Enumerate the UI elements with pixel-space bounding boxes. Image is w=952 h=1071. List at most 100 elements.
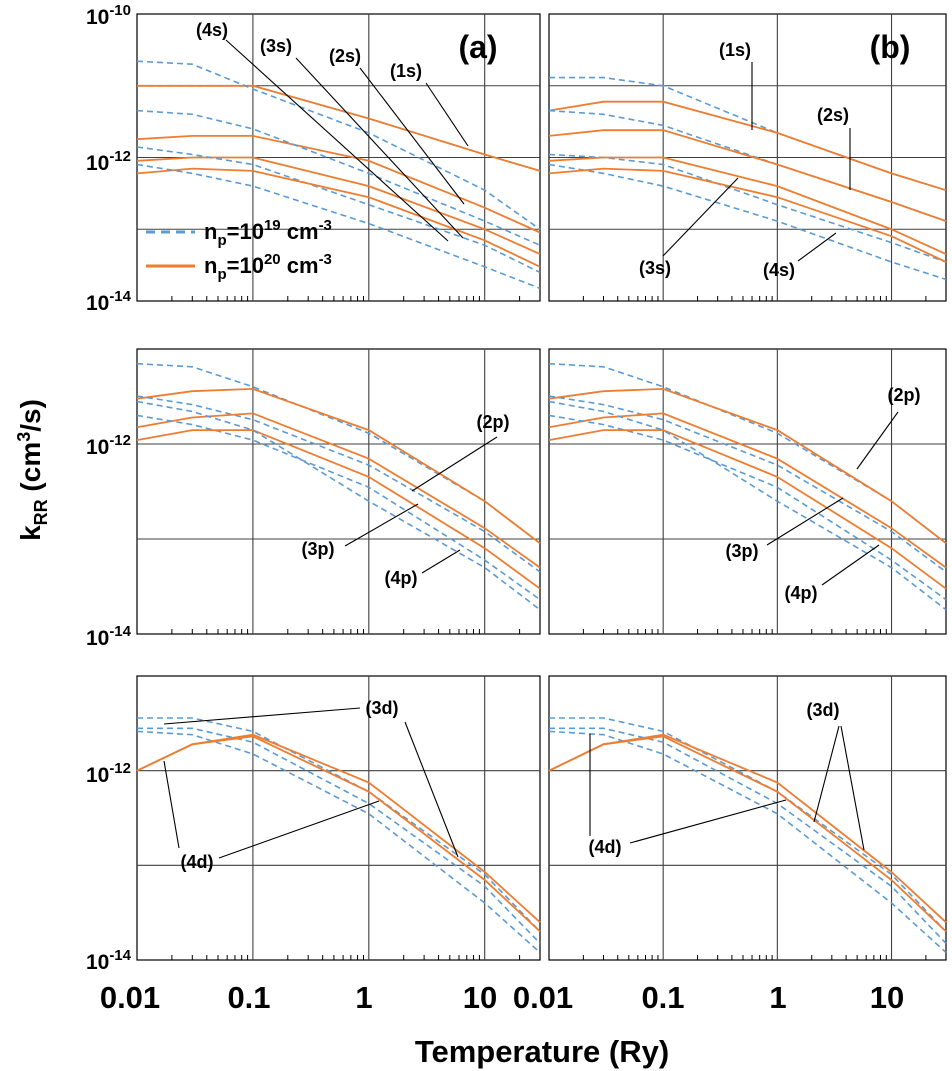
x-tick-label: 10 bbox=[870, 980, 904, 1015]
series-line-2p-solid bbox=[136, 387, 541, 545]
x-tick-label: 0.01 bbox=[513, 980, 573, 1015]
legend-label: np=1019 cm-3 bbox=[204, 217, 332, 249]
series-line-1s-solid bbox=[548, 100, 947, 192]
annotation: (2p) bbox=[411, 412, 510, 492]
leader-line bbox=[359, 67, 465, 205]
series-line-3p-dashed bbox=[548, 395, 947, 573]
series-line-2s-dashed bbox=[136, 60, 541, 230]
y-tick-label: 10-12 bbox=[86, 432, 131, 459]
plot-frame bbox=[136, 675, 541, 961]
annotation: (3p) bbox=[726, 497, 844, 561]
annotation-label: (4d) bbox=[181, 852, 214, 872]
annotation: (4p) bbox=[785, 544, 880, 603]
series-line-3s-solid bbox=[136, 156, 541, 255]
x-axis-label: Temperature (Ry) bbox=[415, 1034, 669, 1069]
series-line-4s-dashed bbox=[548, 163, 947, 281]
x-tick-label: 10 bbox=[463, 980, 497, 1015]
annotation: (a) bbox=[458, 29, 497, 65]
panel-0 bbox=[136, 13, 541, 302]
annotation: (1s) bbox=[390, 61, 469, 147]
annotation-label: (3d) bbox=[807, 700, 840, 720]
leader-line bbox=[629, 799, 787, 844]
leader-line bbox=[821, 544, 880, 586]
annotation-label: (2s) bbox=[329, 46, 361, 66]
annotation: (4d) bbox=[163, 760, 380, 872]
series-line-4d-dashed bbox=[549, 727, 947, 944]
annotation: (3s) bbox=[639, 177, 739, 278]
annotation-label: (3d) bbox=[366, 698, 399, 718]
series-line-3p-dashed bbox=[136, 395, 541, 573]
legend-item-solid: np=1020 cm-3 bbox=[146, 251, 332, 283]
annotation: (2p) bbox=[856, 385, 921, 470]
annotation-label: (4p) bbox=[385, 568, 418, 588]
leader-line bbox=[225, 39, 449, 242]
y-tick-label: 10-10 bbox=[86, 2, 131, 29]
y-tick-label: 10-14 bbox=[86, 947, 132, 974]
panel-3 bbox=[548, 348, 947, 635]
leader-line bbox=[797, 232, 837, 262]
annotation-label: (3p) bbox=[726, 541, 759, 561]
annotation-label: (a) bbox=[458, 29, 497, 65]
annotation-label: (2p) bbox=[888, 385, 921, 405]
panel-4 bbox=[136, 675, 541, 961]
series-line-3p-solid bbox=[548, 412, 947, 569]
leader-line bbox=[404, 721, 459, 858]
series-line-3d-dashed bbox=[549, 717, 947, 933]
annotation: (3p) bbox=[302, 503, 419, 559]
series-line-4s-solid bbox=[548, 167, 947, 263]
legend-label: np=1020 cm-3 bbox=[204, 251, 332, 283]
leader-line bbox=[344, 503, 419, 547]
annotation-label: (2s) bbox=[817, 105, 849, 125]
plot-frame bbox=[548, 675, 947, 961]
leader-line bbox=[163, 760, 180, 849]
leader-line bbox=[425, 82, 469, 147]
annotation: (2s) bbox=[329, 46, 465, 205]
series-line-3p-solid bbox=[136, 412, 541, 569]
y-axis-label: kRR (cm3/s) bbox=[14, 399, 51, 541]
y-tick-label: 10-12 bbox=[86, 760, 131, 787]
series-line-4d-low-dashed bbox=[136, 730, 541, 954]
series-line-1s-dashed bbox=[549, 76, 947, 191]
annotation-label: (4s) bbox=[196, 20, 228, 40]
x-tick-label: 1 bbox=[355, 980, 372, 1015]
leader-line bbox=[856, 411, 899, 470]
plot-frame bbox=[136, 348, 541, 635]
leader-line bbox=[662, 177, 739, 257]
leader-line bbox=[411, 436, 498, 492]
annotation-label: (3s) bbox=[260, 36, 292, 56]
annotations: (a) (4s) (3s) (2s) (1s) (b) (1s) (2s) (3s) (4s) (2… bbox=[163, 20, 921, 872]
y-tick-labels: 10-10 10-12 10-14 10-12 10-14 10-12 10-14 bbox=[86, 2, 132, 974]
x-tick-label: 0.1 bbox=[641, 980, 684, 1015]
panels-group bbox=[136, 13, 947, 961]
series-line-4p-dashed bbox=[136, 414, 541, 601]
annotation: (3d) bbox=[807, 700, 865, 851]
series-line-4p-solid bbox=[136, 429, 541, 590]
series-line-3d-dashed bbox=[137, 717, 541, 933]
legend: np=1019 cm-3np=1020 cm-3 bbox=[146, 217, 332, 283]
annotation-label: (2p) bbox=[477, 412, 510, 432]
annotation: (b) bbox=[870, 29, 911, 65]
series-line-2s-solid bbox=[136, 134, 541, 234]
y-tick-label: 10-14 bbox=[86, 623, 132, 650]
leader-line bbox=[766, 497, 844, 546]
series-line-4d-solid bbox=[136, 735, 541, 933]
annotation-label: (4s) bbox=[763, 260, 795, 280]
leader-line bbox=[840, 725, 865, 851]
annotation: (3s) bbox=[260, 36, 464, 239]
leader-line bbox=[295, 57, 464, 239]
series-line-4s-low-dashed bbox=[136, 163, 541, 290]
series-line-2p-solid bbox=[548, 387, 947, 545]
annotation-label: (1s) bbox=[390, 61, 422, 81]
annotation: (1s) bbox=[719, 40, 753, 130]
annotation-label: (1s) bbox=[719, 40, 751, 60]
annotation-label: (3p) bbox=[302, 539, 335, 559]
annotation: (4p) bbox=[385, 549, 461, 588]
panel-2 bbox=[136, 348, 541, 635]
x-tick-labels: 0.01 0.1 1 10 0.1 1 10 0.01 bbox=[100, 980, 904, 1015]
leader-line bbox=[421, 549, 461, 574]
annotation-label: (b) bbox=[870, 29, 911, 65]
annotation: (2s) bbox=[817, 105, 851, 190]
series-line-3s-solid bbox=[548, 156, 947, 255]
series-line-4d-dashed bbox=[137, 727, 541, 944]
